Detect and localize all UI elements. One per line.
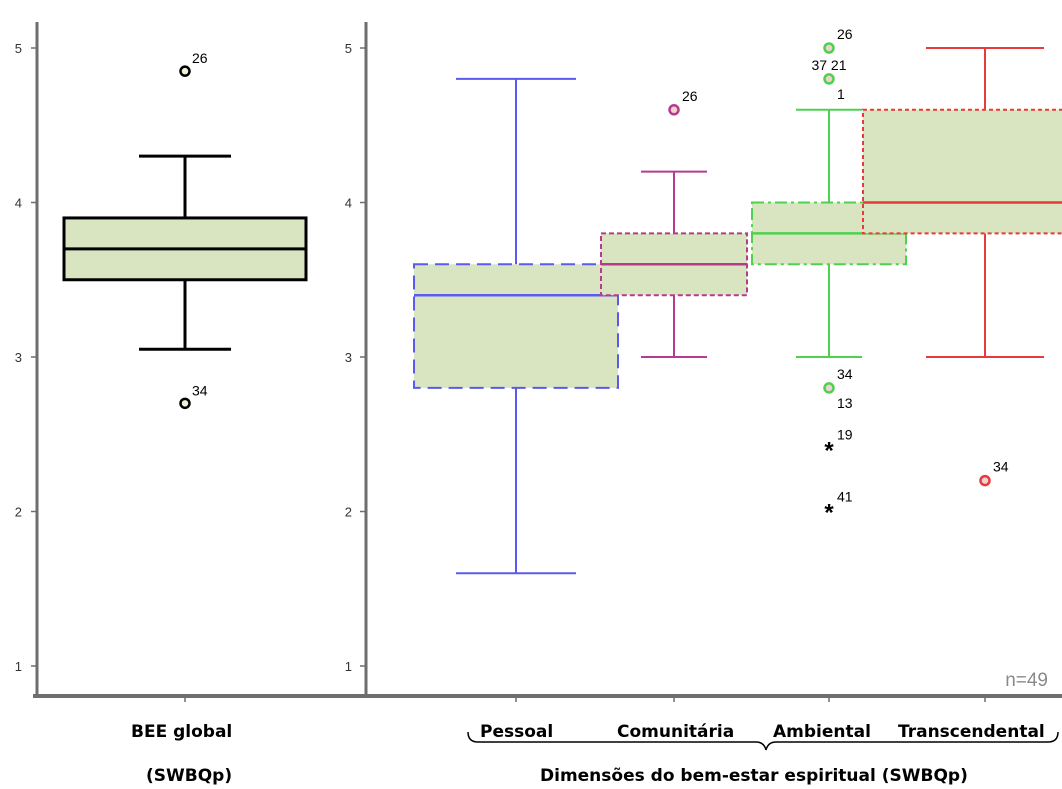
outlier-extreme-marker: * (824, 438, 834, 465)
outlier-label: 26 (192, 50, 208, 66)
dimension-bracket (467, 731, 1059, 751)
outlier-point (823, 42, 835, 54)
x-category-label-transcendental: Transcendental (898, 722, 1045, 742)
outlier-point (823, 382, 835, 394)
outlier-label: 1 (837, 86, 845, 102)
x-category-label-comunitaria: Comunitária (617, 722, 735, 742)
right-x-axis-title: Dimensões do bem-estar espiritual (SWBQp… (540, 766, 968, 786)
left-y-tick-label-2: 2 (15, 505, 22, 520)
outlier-label: 19 (837, 427, 853, 443)
box-pessoal (413, 263, 619, 389)
box-transcendental (862, 108, 1062, 235)
outlier-extreme-marker: * (824, 500, 834, 527)
left-y-tick-label-1: 1 (15, 659, 22, 674)
right-y-tick-label-2: 2 (345, 505, 352, 520)
right-y-tick-label-5: 5 (345, 41, 352, 56)
x-category-label-pessoal: Pessoal (480, 722, 554, 742)
x-category-label-ambiental: Ambiental (773, 722, 871, 742)
left-y-tick-label-5: 5 (15, 41, 22, 56)
outlier-label: 34 (192, 382, 208, 398)
outlier-label: 37 21 (811, 57, 846, 73)
left-y-tick-label-4: 4 (15, 196, 22, 211)
left-y-tick-label-3: 3 (15, 350, 22, 365)
right-y-tick-label-4: 4 (345, 196, 352, 211)
left-x-category-label: BEE global (131, 722, 233, 742)
outlier-point (179, 65, 191, 77)
right-y-tick-label-3: 3 (345, 350, 352, 365)
outlier-label: 13 (837, 395, 853, 411)
outlier-label: 26 (682, 88, 698, 104)
left-x-label-line2: (SWBQp) (146, 766, 233, 786)
outlier-point (179, 397, 191, 410)
right-y-tick-label-1: 1 (345, 659, 352, 674)
outlier-label: 34 (993, 459, 1009, 475)
sample-size-annotation: n=49 (1005, 670, 1048, 691)
outlier-point (823, 73, 835, 85)
outlier-point (668, 104, 680, 116)
outlier-label: 34 (837, 366, 853, 382)
outlier-label: 41 (837, 489, 853, 505)
outlier-label: 26 (837, 26, 853, 42)
outlier-point (979, 474, 991, 487)
